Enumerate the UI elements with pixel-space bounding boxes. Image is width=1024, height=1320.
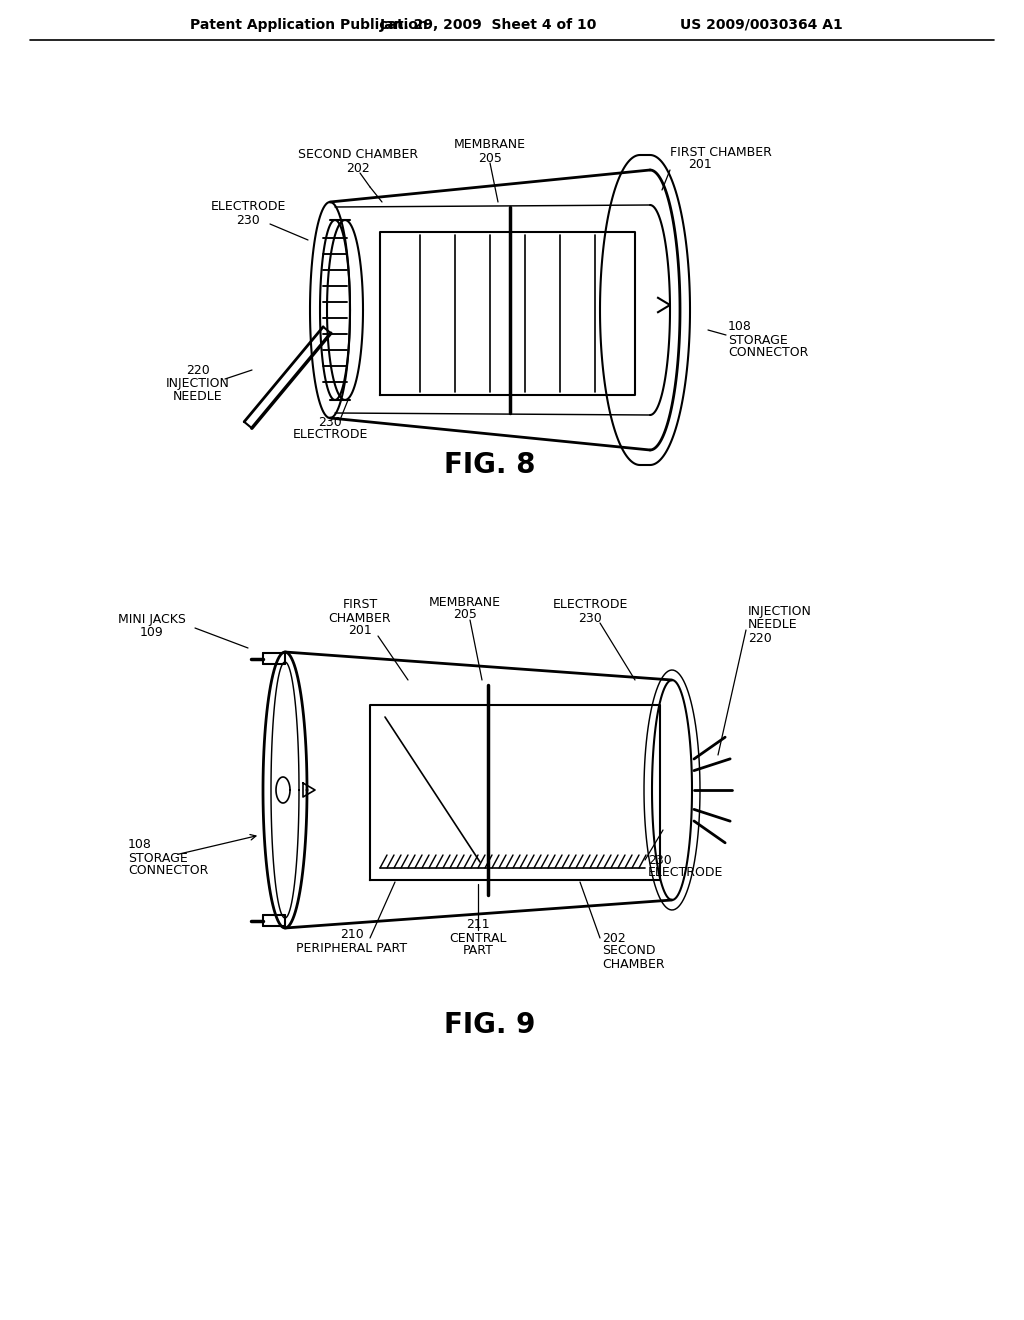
- Text: NEEDLE: NEEDLE: [173, 389, 223, 403]
- Text: NEEDLE: NEEDLE: [748, 619, 798, 631]
- Text: 205: 205: [453, 609, 477, 622]
- Text: ELECTRODE: ELECTRODE: [292, 429, 368, 441]
- Text: CHAMBER: CHAMBER: [329, 611, 391, 624]
- Text: CENTRAL: CENTRAL: [450, 932, 507, 945]
- Text: PART: PART: [463, 945, 494, 957]
- Text: 230: 230: [648, 854, 672, 866]
- Text: CONNECTOR: CONNECTOR: [128, 865, 208, 878]
- Text: FIG. 8: FIG. 8: [444, 451, 536, 479]
- Text: SECOND: SECOND: [602, 945, 655, 957]
- Text: 211: 211: [466, 919, 489, 932]
- Text: PERIPHERAL PART: PERIPHERAL PART: [296, 941, 408, 954]
- Text: INJECTION: INJECTION: [748, 606, 812, 619]
- Text: Patent Application Publication: Patent Application Publication: [190, 18, 428, 32]
- Text: INJECTION: INJECTION: [166, 376, 230, 389]
- Text: US 2009/0030364 A1: US 2009/0030364 A1: [680, 18, 843, 32]
- Text: ELECTRODE: ELECTRODE: [552, 598, 628, 611]
- Text: FIRST: FIRST: [342, 598, 378, 611]
- Text: FIRST CHAMBER: FIRST CHAMBER: [670, 145, 772, 158]
- Text: 210: 210: [340, 928, 364, 941]
- Text: CHAMBER: CHAMBER: [602, 957, 665, 970]
- Text: 202: 202: [602, 932, 626, 945]
- Text: CONNECTOR: CONNECTOR: [728, 346, 808, 359]
- Text: 202: 202: [346, 161, 370, 174]
- Text: MINI JACKS: MINI JACKS: [118, 614, 186, 627]
- Text: 108: 108: [128, 838, 152, 851]
- Text: 205: 205: [478, 152, 502, 165]
- Text: MEMBRANE: MEMBRANE: [454, 139, 526, 152]
- Text: 220: 220: [186, 363, 210, 376]
- Text: ELECTRODE: ELECTRODE: [210, 201, 286, 214]
- Text: 230: 230: [237, 214, 260, 227]
- Text: 220: 220: [748, 631, 772, 644]
- Text: STORAGE: STORAGE: [728, 334, 787, 346]
- Text: 109: 109: [140, 627, 164, 639]
- Text: ELECTRODE: ELECTRODE: [648, 866, 723, 879]
- Text: FIG. 9: FIG. 9: [444, 1011, 536, 1039]
- Text: 108: 108: [728, 321, 752, 334]
- Text: MEMBRANE: MEMBRANE: [429, 595, 501, 609]
- Text: 230: 230: [579, 611, 602, 624]
- Text: SECOND CHAMBER: SECOND CHAMBER: [298, 149, 418, 161]
- Text: 201: 201: [348, 624, 372, 638]
- Text: 201: 201: [688, 158, 712, 172]
- Text: 230: 230: [318, 416, 342, 429]
- Text: STORAGE: STORAGE: [128, 851, 187, 865]
- Text: Jan. 29, 2009  Sheet 4 of 10: Jan. 29, 2009 Sheet 4 of 10: [380, 18, 597, 32]
